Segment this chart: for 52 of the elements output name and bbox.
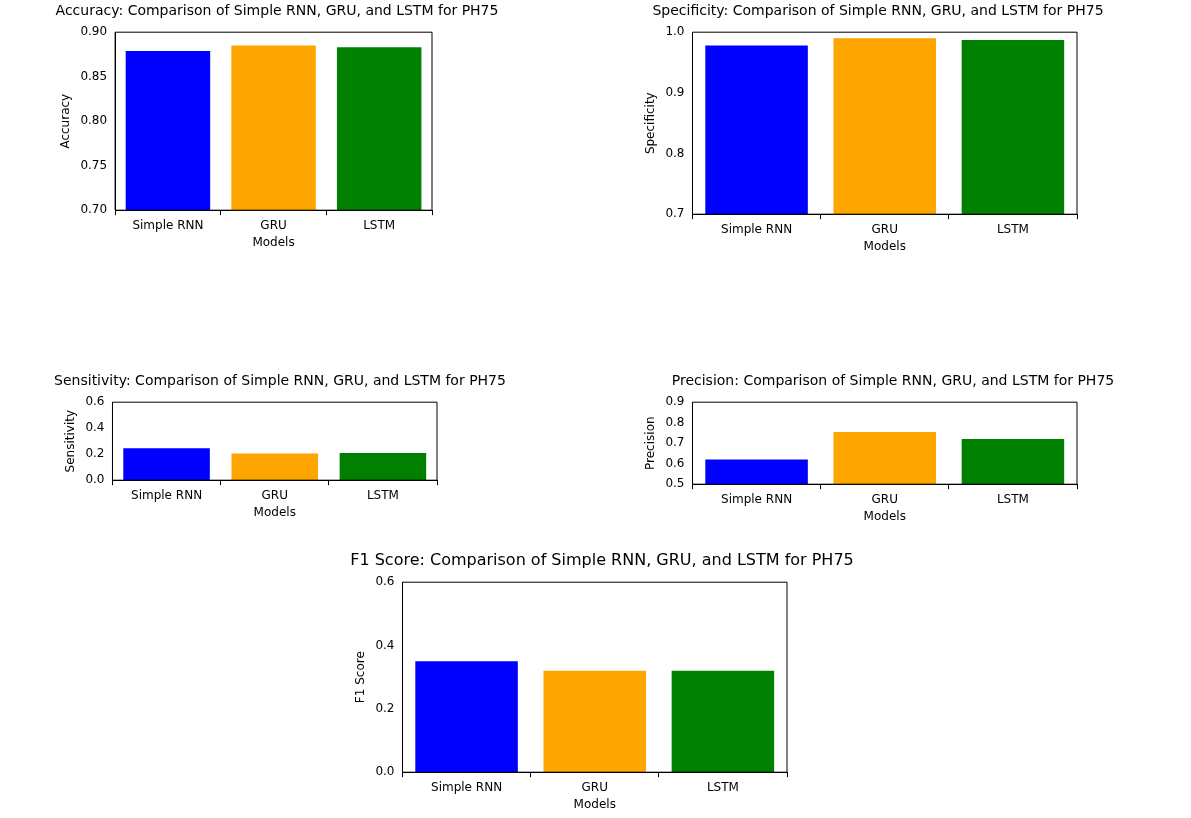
x-tick-label: Simple RNN: [721, 221, 793, 236]
x-tick-label: LSTM: [996, 221, 1029, 236]
x-tick-label: LSTM: [996, 491, 1029, 506]
y-tick-label: 0.0: [85, 472, 105, 487]
y-tick-label: 0.70: [80, 202, 108, 217]
x-tick-label: Simple RNN: [131, 487, 203, 502]
chart-title: Accuracy: Comparison of Simple RNN, GRU, and LSTM for PH75: [55, 2, 499, 18]
x-axis-title: Models: [252, 234, 295, 249]
y-tick-label: 0.6: [85, 394, 105, 409]
y-axis-title: F1 Score: [353, 651, 368, 704]
y-tick-label: 0.8: [665, 145, 685, 160]
y-tick-label: 0.90: [80, 24, 108, 39]
chart-title: F1 Score: Comparison of Simple RNN, GRU, and LSTM for PH75: [349, 550, 855, 569]
y-tick-label: 0.7: [665, 206, 685, 221]
y-tick-label: 0.2: [375, 700, 395, 715]
y-axis-title: Accuracy: [58, 93, 73, 149]
x-tick-label: GRU: [261, 487, 288, 502]
x-tick-label: GRU: [581, 779, 608, 794]
x-tick-label: LSTM: [363, 217, 396, 232]
y-axis-title: Sensitivity: [63, 409, 78, 473]
y-tick-label: 0.75: [80, 157, 108, 172]
y-tick-label: 0.9: [665, 84, 685, 99]
x-tick-label: GRU: [260, 217, 287, 232]
y-tick-label: 0.7: [665, 435, 685, 450]
x-axis-title: Models: [253, 504, 296, 519]
x-axis-title: Models: [863, 508, 906, 523]
x-tick-label: Simple RNN: [431, 779, 503, 794]
x-tick-label: LSTM: [706, 779, 739, 794]
y-tick-label: 0.85: [80, 68, 108, 83]
x-tick-label: GRU: [871, 221, 898, 236]
x-tick-label: GRU: [871, 491, 898, 506]
y-axis-title: Precision: [643, 416, 658, 470]
x-axis-title: Models: [863, 238, 906, 253]
y-tick-label: 1.0: [665, 24, 685, 39]
y-tick-label: 0.0: [375, 764, 395, 779]
y-tick-label: 0.2: [85, 446, 105, 461]
y-axis-title: Specificity: [643, 92, 658, 155]
y-tick-label: 0.80: [80, 113, 108, 128]
x-tick-label: LSTM: [366, 487, 399, 502]
x-tick-label: Simple RNN: [132, 217, 204, 232]
chart-title: Specificity: Comparison of Simple RNN, GRU, and LSTM for PH75: [652, 2, 1104, 18]
y-tick-label: 0.6: [375, 574, 395, 589]
y-tick-label: 0.4: [85, 420, 105, 435]
y-tick-label: 0.4: [375, 637, 395, 652]
x-axis-title: Models: [573, 796, 616, 811]
y-tick-label: 0.8: [665, 414, 685, 429]
x-tick-label: Simple RNN: [721, 491, 793, 506]
chart-title: Sensitivity: Comparison of Simple RNN, GRU, and LSTM for PH75: [54, 372, 506, 388]
chart-title: Precision: Comparison of Simple RNN, GRU, and LSTM for PH75: [671, 372, 1115, 388]
y-tick-label: 0.9: [665, 394, 685, 409]
y-tick-label: 0.5: [665, 476, 685, 491]
y-tick-label: 0.6: [665, 455, 685, 470]
